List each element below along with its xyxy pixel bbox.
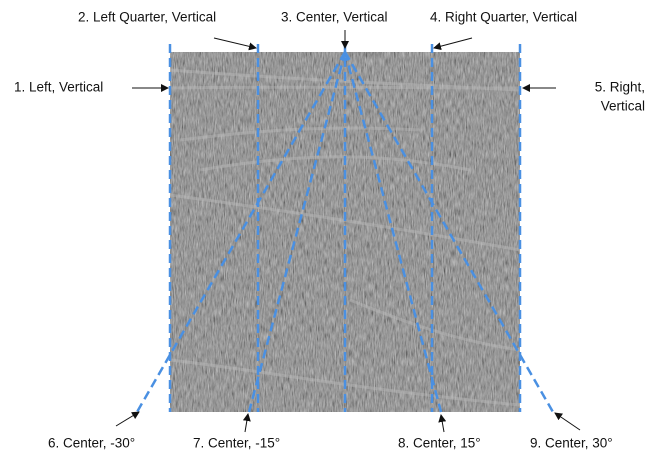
label: 4. Right Quarter, Vertical xyxy=(430,10,577,25)
label: 8. Center, 15° xyxy=(398,436,481,451)
diagram: 1. Left, Vertical 2. Left Quarter, Verti… xyxy=(0,0,667,458)
label: Vertical xyxy=(601,99,645,114)
label: 7. Center, -15° xyxy=(193,436,280,451)
label: 1. Left, Vertical xyxy=(14,80,103,95)
label: 3. Center, Vertical xyxy=(281,10,388,25)
label: 6. Center, -30° xyxy=(48,436,135,451)
label: 2. Left Quarter, Vertical xyxy=(78,10,216,25)
label: 5. Right, xyxy=(595,80,645,95)
label: 9. Center, 30° xyxy=(530,436,613,451)
